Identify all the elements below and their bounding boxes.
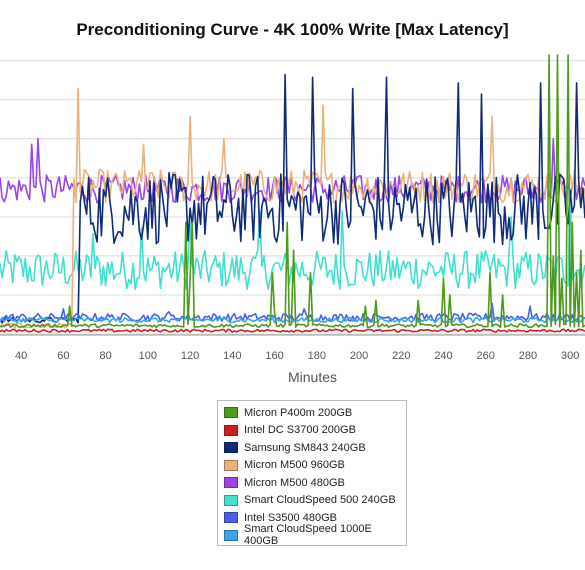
legend-swatch <box>224 459 238 471</box>
x-axis-label: Minutes <box>287 369 338 385</box>
x-tick-label: 120 <box>181 350 199 362</box>
series-line-1 <box>0 328 585 333</box>
chart-title: Preconditioning Curve - 4K 100% Write [M… <box>76 20 509 39</box>
x-tick-label: 240 <box>434 350 452 362</box>
x-tick-label: 160 <box>265 350 283 362</box>
legend-label: Micron P400m 200GB <box>244 406 353 419</box>
x-tick-label: 180 <box>308 350 326 362</box>
legend: Micron P400m 200GB Intel DC S3700 200GB Sa… <box>217 400 407 547</box>
legend-label: Smart CloudSpeed 1000E 400GB <box>244 523 372 548</box>
x-axis: 40 60 80 100 120 140 160 180 200 220 240 260 280 300 <box>15 350 579 362</box>
x-tick-label: 220 <box>392 350 410 362</box>
series-line-2 <box>0 73 585 324</box>
legend-item[interactable]: Intel DC S3700 200GB <box>224 422 400 440</box>
series-layer <box>0 54 585 333</box>
legend-item[interactable]: Smart CloudSpeed 1000E 400GB <box>224 523 400 547</box>
legend-label: Micron M500 960GB <box>244 459 345 472</box>
x-tick-label: 140 <box>223 350 241 362</box>
legend-label: Smart CloudSpeed 500 240GB <box>244 494 396 507</box>
legend-label: Samsung SM843 240GB <box>244 441 366 454</box>
legend-item[interactable]: Smart CloudSpeed 500 240GB <box>224 492 400 510</box>
legend-swatch <box>224 512 238 524</box>
x-tick-label: 80 <box>99 350 111 362</box>
x-tick-label: 40 <box>15 350 27 362</box>
legend-label: Intel DC S3700 200GB <box>244 424 356 437</box>
legend-item[interactable]: Micron P400m 200GB <box>224 404 400 422</box>
series-line-0 <box>0 54 585 329</box>
legend-label: Micron M500 480GB <box>244 476 345 489</box>
legend-swatch <box>224 407 238 419</box>
legend-item[interactable]: Micron M500 960GB <box>224 457 400 475</box>
x-tick-label: 300 <box>561 350 579 362</box>
legend-item[interactable]: Intel S3500 480GB <box>224 509 400 527</box>
legend-swatch <box>224 442 238 454</box>
x-tick-label: 200 <box>350 350 368 362</box>
x-tick-label: 280 <box>519 350 537 362</box>
legend-swatch <box>224 494 238 506</box>
series-line-3 <box>0 87 585 330</box>
legend-item[interactable]: Samsung SM843 240GB <box>224 439 400 457</box>
legend-swatch <box>224 477 238 489</box>
legend-swatch <box>224 529 238 541</box>
x-tick-label: 260 <box>477 350 495 362</box>
plot-area: 40 60 80 100 120 140 160 180 200 220 240 260 280 300 <box>0 54 585 362</box>
x-tick-label: 60 <box>57 350 69 362</box>
legend-item[interactable]: Micron M500 480GB <box>224 474 400 492</box>
legend-swatch <box>224 424 238 436</box>
x-tick-label: 100 <box>139 350 157 362</box>
legend-label: Intel S3500 480GB <box>244 511 337 524</box>
